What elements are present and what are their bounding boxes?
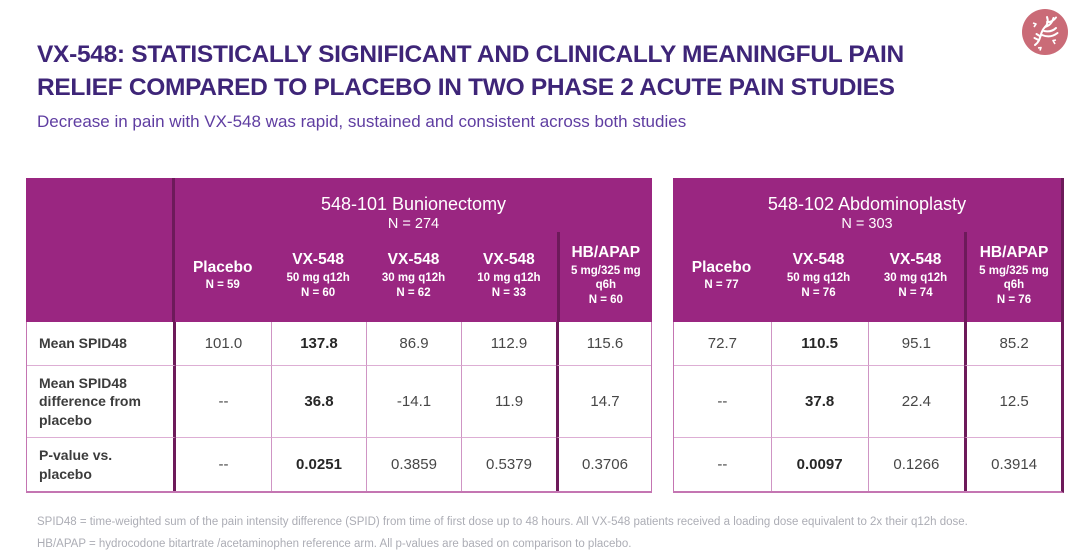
column-dose: 5 mg/325 mg q6h <box>979 264 1049 291</box>
row-label-column-spacer <box>26 178 175 322</box>
table-header: 548-101 Bunionectomy N = 274 Placebo N = 59… <box>26 178 652 322</box>
column-header: VX-548 50 mg q12h N = 60 <box>270 232 365 322</box>
value-cell: 72.7 <box>674 322 771 366</box>
value-cell: 85.2 <box>964 322 1061 366</box>
column-n: N = 60 <box>300 287 336 300</box>
page-title-line2: RELIEF COMPARED TO PLACEBO IN TWO PHASE … <box>37 74 895 101</box>
value-cell: 11.9 <box>461 366 556 438</box>
column-name: VX-548 <box>387 250 440 268</box>
column-header: VX-548 10 mg q12h N = 33 <box>461 232 556 322</box>
column-n: N = 33 <box>491 287 526 300</box>
column-dose: 50 mg q12h <box>286 271 350 284</box>
column-n: N = 62 <box>396 287 431 300</box>
value-cell: 137.8 <box>271 322 366 366</box>
value-cell: 101.0 <box>176 322 271 366</box>
column-name: VX-548 <box>483 250 535 268</box>
column-n: N = 76 <box>996 294 1032 307</box>
value-cell: 115.6 <box>556 322 651 366</box>
column-headers: Placebo N = 59 VX-548 50 mg q12h N = 60 VX-54… <box>175 232 652 322</box>
value-cell: 0.3859 <box>366 438 461 491</box>
column-n: N = 60 <box>588 294 623 307</box>
value-cell: -- <box>674 366 771 438</box>
study-n: N = 303 <box>841 216 893 232</box>
value-cell: -- <box>218 456 229 473</box>
value-cell: 0.3914 <box>964 438 1061 491</box>
table-body: Mean SPID48 101.0 137.8 86.9 112.9 115.6 Mean … <box>26 322 652 493</box>
value-cell: -- <box>176 366 271 438</box>
value-cell: 0.0251 <box>271 438 366 491</box>
column-header: HB/APAP 5 mg/325 mg q6h N = 60 <box>556 232 652 322</box>
value-cell: 22.4 <box>867 366 965 438</box>
study-table: 548-102 Abdominoplasty N = 303 Placebo N = … <box>673 178 1064 493</box>
row-label: Mean SPID48 difference from placebo <box>27 366 176 438</box>
value-cell: 36.8 <box>271 366 366 438</box>
table-body: 72.7 110.5 95.1 85.2 -- 37.8 22.4 12.5 -- 0.0097 0… <box>673 322 1064 493</box>
study-title: 548-101 Bunionectomy <box>320 194 507 214</box>
value-cell: -14.1 <box>366 366 461 438</box>
column-n: N = 59 <box>205 279 240 291</box>
column-headers: Placebo N = 77 VX-548 50 mg q12h N = 76 VX-54… <box>673 232 1061 322</box>
footnote-hbapap: HB/APAP = hydrocodone bitartrate /acetam… <box>37 538 632 550</box>
row-label: Mean SPID48 <box>27 322 176 366</box>
value-cell: 0.0097 <box>770 438 868 491</box>
study-header: 548-101 Bunionectomy N = 274 <box>175 178 652 232</box>
study-table: 548-101 Bunionectomy N = 274 Placebo N = 59… <box>26 178 652 493</box>
column-header: HB/APAP 5 mg/325 mg q6h N = 76 <box>964 232 1061 322</box>
value-cell: 86.9 <box>366 322 461 366</box>
column-dose: 30 mg q12h <box>381 271 446 284</box>
value-cell: 0.3706 <box>556 438 651 491</box>
value-cell: 14.7 <box>556 366 651 438</box>
column-header: VX-548 30 mg q12h N = 74 <box>867 232 964 322</box>
column-name: VX-548 <box>889 250 942 268</box>
value-cell: 12.5 <box>964 366 1061 438</box>
column-header: VX-548 50 mg q12h N = 76 <box>770 232 867 322</box>
column-dose: 30 mg q12h <box>883 271 948 284</box>
page-title-line1: VX-548: STATISTICALLY SIGNIFICANT AND CL… <box>37 41 904 68</box>
row-label: P-value vs. placebo <box>27 438 176 491</box>
page-subtitle: Decrease in pain with VX-548 was rapid, … <box>37 112 687 131</box>
study-n: N = 274 <box>387 216 440 232</box>
column-dose: 5 mg/325 mg q6h <box>570 264 641 291</box>
value-cell: 37.8 <box>770 366 868 438</box>
column-name: VX-548 <box>792 250 845 268</box>
value-cell: 95.1 <box>867 322 965 366</box>
vertex-logo <box>1022 9 1068 55</box>
value-cell: 0.5379 <box>461 438 556 491</box>
footnotes: SPID48 = time-weighted sum of the pain i… <box>37 511 1057 555</box>
column-name: VX-548 <box>292 250 344 268</box>
table-header-main: 548-101 Bunionectomy N = 274 Placebo N = 59… <box>175 178 652 322</box>
column-n: N = 77 <box>704 279 739 291</box>
vertex-logo-icon <box>1022 9 1068 55</box>
column-header: VX-548 30 mg q12h N = 62 <box>366 232 461 322</box>
table-header: 548-102 Abdominoplasty N = 303 Placebo N = … <box>673 178 1064 322</box>
column-dose: 50 mg q12h <box>786 271 851 284</box>
column-header: Placebo N = 77 <box>673 232 770 322</box>
column-n: N = 74 <box>898 287 933 300</box>
page-title: VX-548: STATISTICALLY SIGNIFICANT AND CL… <box>37 38 997 104</box>
table-header-main: 548-102 Abdominoplasty N = 303 Placebo N = … <box>673 178 1061 322</box>
footnote-spid48: SPID48 = time-weighted sum of the pain i… <box>37 516 968 528</box>
value-cell: -- <box>717 456 728 473</box>
study-title: 548-102 Abdominoplasty <box>767 194 967 214</box>
column-name: HB/APAP <box>571 243 641 261</box>
column-name: Placebo <box>192 259 253 276</box>
study-header: 548-102 Abdominoplasty N = 303 <box>673 178 1061 232</box>
column-header: Placebo N = 59 <box>175 232 270 322</box>
column-name: HB/APAP <box>979 243 1049 261</box>
column-dose: 10 mg q12h <box>477 271 541 284</box>
column-n: N = 76 <box>801 287 836 300</box>
value-cell: 0.1266 <box>867 438 965 491</box>
value-cell: 112.9 <box>461 322 556 366</box>
column-name: Placebo <box>691 259 752 276</box>
value-cell: 110.5 <box>770 322 868 366</box>
